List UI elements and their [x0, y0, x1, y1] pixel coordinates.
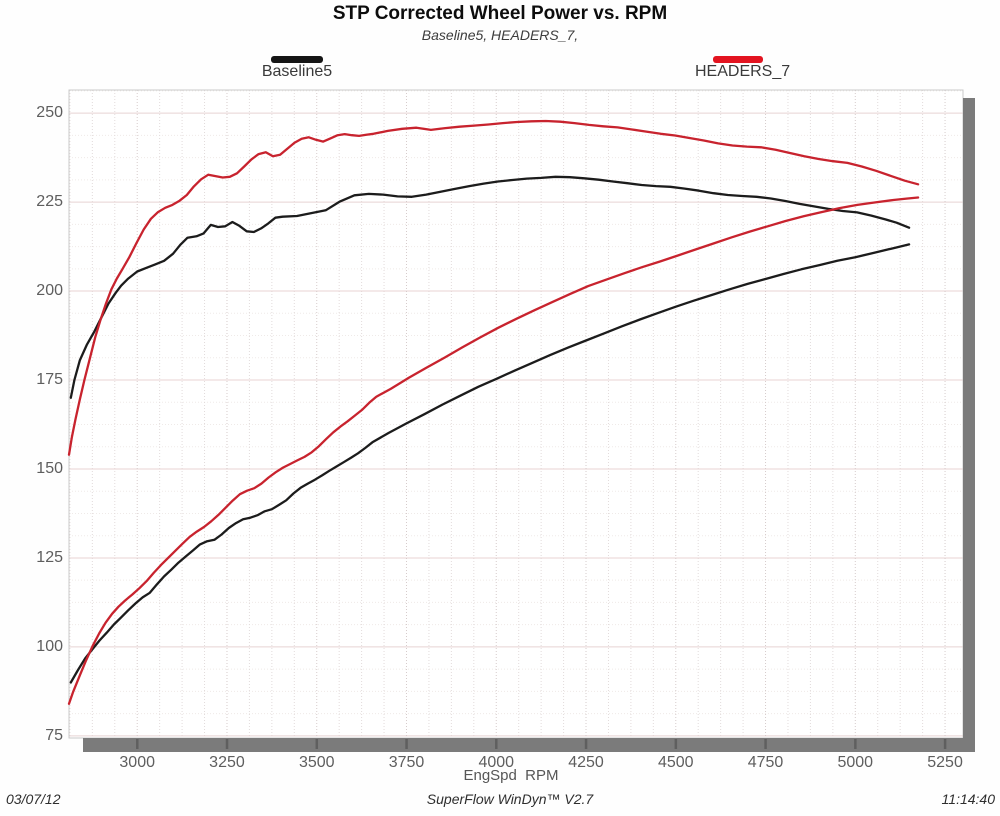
y-tick-label: 75 [45, 726, 63, 744]
legend-item-baseline5: Baseline5 [258, 56, 336, 81]
x-tick-notch [854, 739, 857, 749]
x-tick-label: 5250 [927, 754, 963, 771]
axis-shadow-bottom [83, 738, 975, 752]
x-tick-label: 5000 [837, 754, 874, 771]
y-tick-label: 150 [36, 459, 63, 477]
chart-subtitle: Baseline5, HEADERS_7, [421, 27, 579, 43]
x-tick-notch [764, 739, 767, 749]
footer-date: 03/07/12 [6, 791, 61, 807]
x-tick-label: 3000 [119, 754, 155, 771]
x-tick-notch [405, 739, 408, 749]
plot-background [69, 90, 963, 738]
axis-shadow-right [963, 98, 975, 752]
x-tick-label: 4750 [747, 754, 784, 771]
x-tick-label: 4000 [478, 754, 515, 771]
x-tick-label: 3250 [209, 754, 245, 771]
x-tick-label: 3500 [298, 754, 335, 771]
x-tick-notch [136, 739, 139, 749]
x-tick-notch [225, 739, 229, 749]
footer-software-name: SuperFlow WinDyn™ V2.7 [426, 791, 594, 807]
legend-label-headers7: HEADERS_7 [695, 63, 791, 80]
chart-title: STP Corrected Wheel Power vs. RPM [332, 3, 668, 24]
x-tick-notch [674, 739, 678, 749]
series-line-headers-7-lower [67, 196, 920, 705]
x-tick-notch [943, 739, 947, 749]
y-tick-label: 200 [36, 282, 63, 300]
x-tick-label: 4250 [568, 754, 604, 771]
legend-swatch-baseline5-icon [271, 56, 323, 63]
y-tick-label: 250 [36, 104, 63, 122]
x-axis-title: EngSpd RPM [463, 767, 559, 784]
y-tick-label: 175 [36, 371, 63, 389]
series-line-baseline5-upper [69, 175, 911, 399]
y-tick-label: 100 [36, 637, 63, 655]
series-line-headers-7-upper [67, 119, 920, 456]
x-tick-notch [495, 739, 498, 749]
footer-time: 11:14:40 [941, 791, 995, 807]
x-tick-label: 3750 [388, 754, 425, 771]
x-tick-notch [584, 739, 588, 749]
legend-swatch-headers7-icon [713, 56, 763, 63]
series-line-baseline5-lower [69, 243, 911, 684]
x-tick-label: 4500 [657, 754, 694, 771]
legend-item-headers7: HEADERS_7 [695, 56, 791, 81]
y-tick-label: 125 [36, 548, 63, 566]
x-tick-notch [315, 739, 319, 749]
legend-label-baseline5: Baseline5 [261, 63, 333, 80]
y-tick-label: 225 [36, 193, 63, 211]
